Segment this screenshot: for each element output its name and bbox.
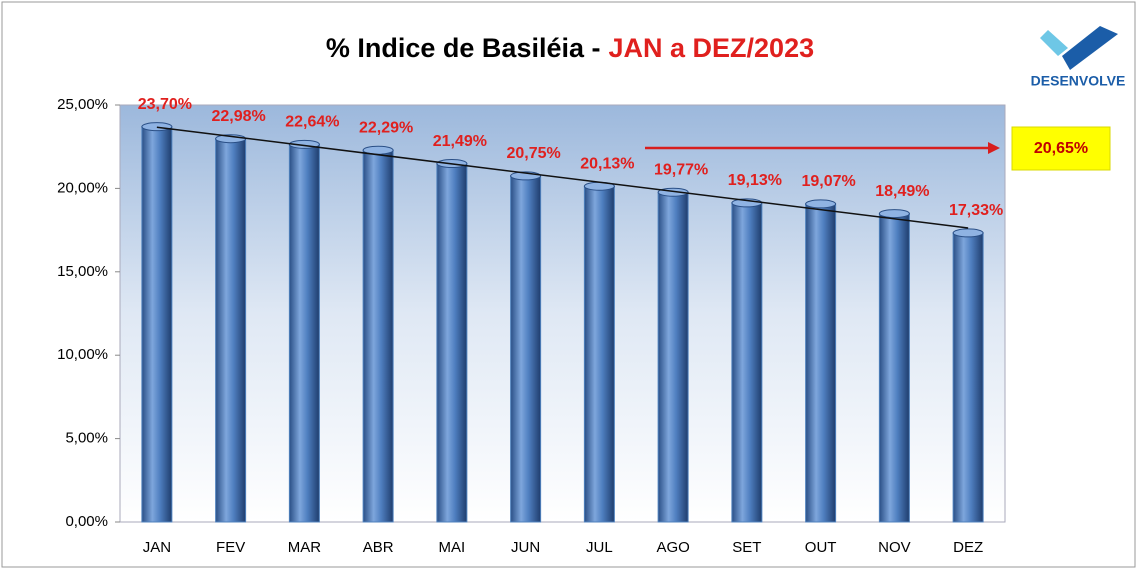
bar-cap (952, 228, 984, 238)
data-label: 22,64% (285, 114, 339, 131)
y-tick-label: 25,00% (57, 96, 108, 113)
data-label: 19,07% (801, 173, 855, 190)
y-tick-label: 5,00% (65, 430, 108, 447)
logo: DESENVOLVE (1031, 26, 1126, 89)
y-tick-label: 0,00% (65, 513, 108, 530)
arrow-head (988, 142, 1000, 154)
y-tick-label: 10,00% (57, 346, 108, 363)
data-label: 22,98% (211, 108, 265, 125)
title-highlight: JAN a DEZ/2023 (609, 33, 815, 63)
bar (141, 126, 173, 523)
logo-text: DESENVOLVE (1031, 73, 1126, 89)
data-label: 19,77% (654, 161, 708, 178)
bar-cap (878, 209, 910, 219)
annotation-box (1011, 126, 1111, 171)
bar (731, 202, 763, 523)
x-tick-label: AGO (656, 539, 689, 556)
plot-area (119, 104, 1006, 523)
x-tick-label: DEZ (953, 539, 983, 556)
bar-cap (141, 122, 173, 132)
data-label: 20,75% (506, 145, 560, 162)
bar (288, 143, 320, 523)
chart-title: % Indice de Basiléia - JAN a DEZ/2023 (326, 33, 814, 63)
x-tick-label: JAN (143, 539, 171, 556)
bar (510, 175, 542, 523)
data-label: 17,33% (949, 202, 1003, 219)
bar (215, 138, 247, 523)
x-tick-label: MAR (288, 539, 322, 556)
trend-line (156, 126, 969, 229)
y-tick-label: 20,00% (57, 179, 108, 196)
bar (878, 213, 910, 523)
annotation: 20,65% (1034, 140, 1088, 157)
data-label: 22,29% (359, 119, 413, 136)
bar (436, 163, 468, 523)
y-tick-label: 15,00% (57, 263, 108, 280)
x-tick-label: ABR (363, 539, 394, 556)
x-tick-label: FEV (216, 539, 245, 556)
data-label: 20,13% (580, 155, 634, 172)
x-tick-label: OUT (805, 539, 837, 556)
title-text: % Indice de Basiléia - (326, 33, 601, 63)
data-label: 23,70% (138, 96, 192, 113)
x-tick-label: SET (732, 539, 761, 556)
data-label: 19,13% (728, 172, 782, 189)
x-tick-label: MAI (439, 539, 466, 556)
bar (362, 149, 394, 523)
x-tick-label: JUL (586, 539, 613, 556)
bar (583, 185, 615, 523)
bar (952, 232, 984, 523)
data-label: 18,49% (875, 183, 929, 200)
x-tick-label: JUN (511, 539, 540, 556)
x-tick-label: NOV (878, 539, 911, 556)
bar-cap (805, 199, 837, 209)
bar (805, 203, 837, 523)
bar (657, 191, 689, 523)
data-label: 21,49% (433, 133, 487, 150)
